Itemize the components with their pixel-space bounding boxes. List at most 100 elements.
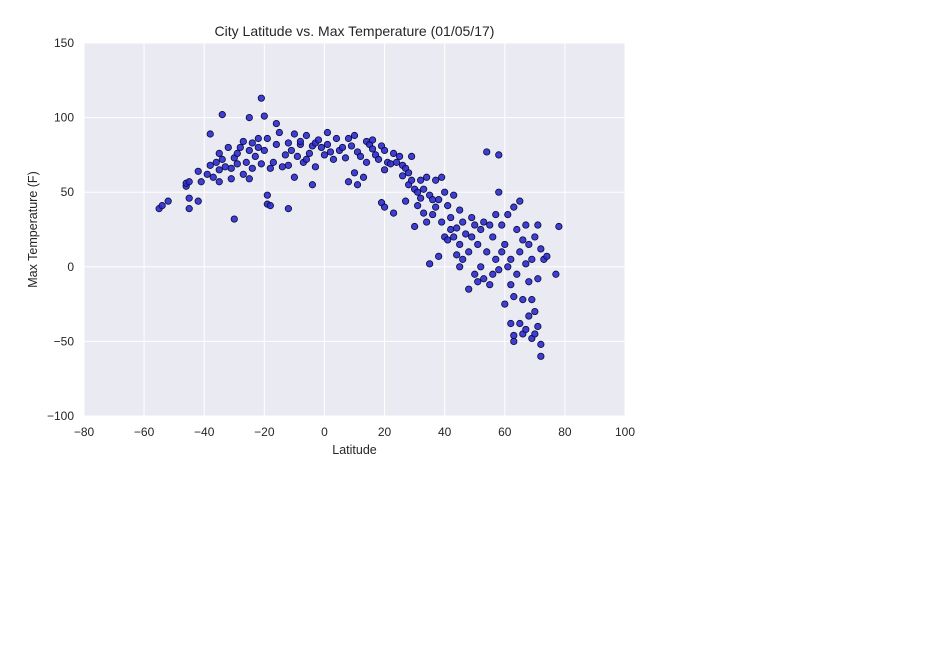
data-point: [275, 128, 283, 137]
data-point: [404, 169, 413, 177]
data-point: [344, 178, 353, 186]
data-point: [290, 130, 298, 138]
data-point: [450, 191, 458, 199]
data-point: [501, 240, 509, 249]
x-tick-label: −80: [74, 425, 95, 439]
data-point: [401, 197, 410, 205]
data-point: [531, 307, 539, 316]
data-point: [453, 251, 461, 259]
data-point: [525, 240, 533, 249]
data-point: [459, 255, 467, 263]
data-point: [531, 330, 539, 338]
data-point: [308, 181, 317, 189]
data-point: [513, 270, 521, 278]
y-tick-label: 50: [61, 185, 75, 199]
data-point: [218, 155, 226, 163]
data-point: [534, 275, 542, 283]
data-point: [344, 134, 353, 143]
data-point: [230, 215, 238, 223]
data-point: [468, 213, 476, 222]
data-point: [501, 300, 509, 308]
data-point: [450, 233, 458, 241]
data-point: [519, 236, 527, 244]
data-point: [221, 163, 229, 171]
data-point: [480, 218, 488, 226]
data-point: [507, 281, 515, 289]
data-point: [227, 175, 235, 183]
data-point: [257, 94, 265, 102]
data-point: [417, 176, 425, 184]
data-point: [456, 240, 464, 249]
data-point: [248, 139, 256, 147]
data-point: [429, 196, 437, 204]
data-point: [287, 146, 295, 155]
data-point: [245, 114, 253, 122]
scatter-points: [155, 94, 563, 360]
data-point: [432, 203, 440, 211]
data-point: [350, 169, 359, 177]
x-tick-label: 80: [558, 425, 572, 439]
data-point: [555, 222, 563, 231]
data-point: [194, 167, 202, 175]
data-point: [209, 173, 217, 181]
data-point: [374, 155, 383, 163]
data-point: [302, 131, 311, 140]
data-point: [510, 203, 518, 211]
data-point: [311, 163, 320, 171]
chart-title: City Latitude vs. Max Temperature (01/05…: [215, 23, 495, 39]
data-point: [281, 151, 289, 159]
data-point: [206, 161, 214, 169]
data-point: [332, 134, 341, 143]
data-point: [227, 164, 235, 172]
data-point: [290, 173, 298, 181]
data-point: [471, 270, 479, 278]
data-point: [248, 164, 256, 172]
data-point: [525, 278, 533, 286]
plot-area: [84, 43, 625, 416]
data-point: [245, 146, 253, 155]
x-tick-label: 60: [498, 425, 512, 439]
data-point: [456, 263, 464, 271]
x-tick-label: −20: [254, 425, 275, 439]
data-point: [411, 222, 419, 231]
data-point: [233, 160, 241, 168]
data-point: [185, 194, 193, 202]
data-point: [531, 233, 539, 241]
data-point: [284, 161, 292, 169]
data-point: [317, 143, 326, 152]
data-point: [438, 218, 446, 226]
data-point: [480, 275, 488, 283]
x-tick-label: 0: [321, 425, 328, 439]
data-point: [272, 119, 280, 128]
data-point: [414, 202, 422, 210]
data-point: [212, 158, 220, 166]
data-point: [504, 263, 512, 271]
data-point: [323, 128, 332, 137]
data-point: [326, 148, 335, 156]
data-point: [528, 255, 536, 263]
data-point: [347, 142, 356, 150]
data-point: [486, 221, 494, 229]
x-tick-label: 20: [378, 425, 392, 439]
data-point: [414, 188, 422, 196]
data-point: [185, 178, 193, 186]
data-point: [489, 270, 497, 278]
data-point: [242, 158, 250, 166]
data-point: [483, 148, 491, 156]
data-point: [302, 155, 311, 163]
data-point: [269, 158, 277, 166]
data-point: [534, 221, 542, 229]
data-point: [474, 240, 482, 249]
data-point: [239, 137, 247, 146]
data-point: [206, 130, 214, 138]
data-point: [395, 152, 404, 160]
data-point: [278, 163, 286, 171]
data-point: [263, 191, 271, 199]
data-point: [528, 296, 536, 304]
data-point: [254, 143, 262, 152]
data-point: [185, 205, 193, 213]
data-point: [426, 260, 434, 268]
x-tick-label: −60: [134, 425, 155, 439]
data-point: [519, 296, 527, 304]
data-point: [537, 352, 545, 360]
